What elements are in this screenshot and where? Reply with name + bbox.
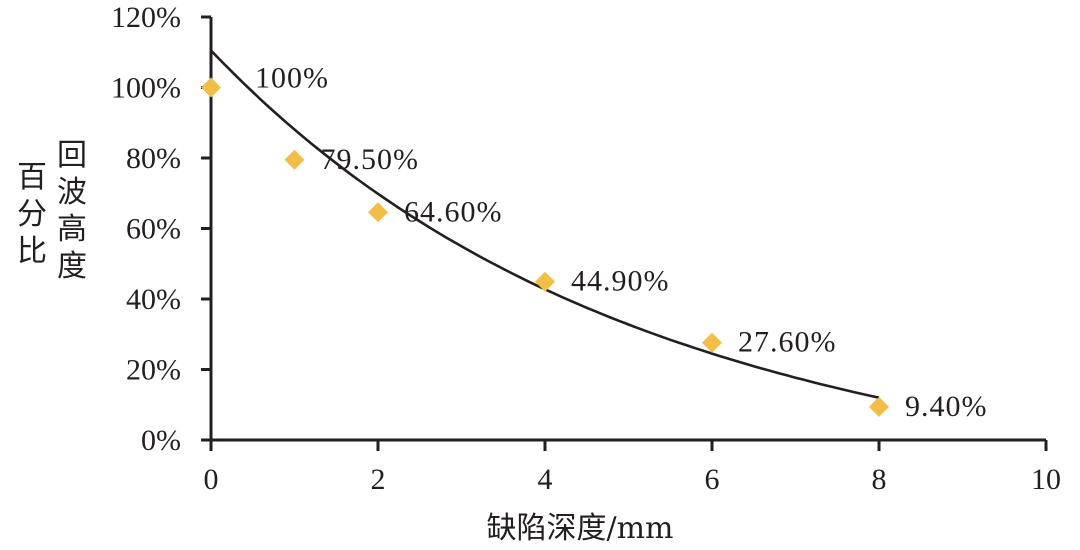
y-tick-label: 0% bbox=[141, 424, 181, 457]
data-point-diamond bbox=[368, 202, 388, 223]
x-tick-label: 8 bbox=[872, 463, 887, 496]
x-tick-label: 10 bbox=[1031, 463, 1061, 496]
y-tick-label: 60% bbox=[126, 213, 181, 246]
x-tick-label: 2 bbox=[371, 463, 386, 496]
y-tick-label: 20% bbox=[126, 354, 181, 387]
x-tick-label: 4 bbox=[538, 463, 553, 496]
data-label: 100% bbox=[255, 62, 329, 95]
x-tick-label: 6 bbox=[705, 463, 720, 496]
y-tick-label: 80% bbox=[126, 142, 181, 175]
y-axis: 0% 20% 40% 60% 80% 100% 120% bbox=[111, 1, 213, 457]
data-label: 27.60% bbox=[738, 326, 837, 359]
y-axis-title-char: 百 bbox=[17, 160, 47, 195]
data-point-diamond bbox=[535, 271, 555, 292]
y-tick-label: 120% bbox=[111, 1, 181, 34]
data-point-diamond bbox=[201, 77, 221, 98]
x-axis-title: 缺陷深度/mm bbox=[486, 511, 673, 546]
data-label: 9.40% bbox=[905, 390, 988, 423]
y-axis-title-char: 回 bbox=[57, 138, 87, 173]
data-label: 79.50% bbox=[321, 143, 420, 176]
x-tick-label: 0 bbox=[204, 463, 219, 496]
y-tick-label: 100% bbox=[111, 72, 181, 105]
y-axis-title-char: 度 bbox=[57, 249, 87, 284]
y-axis-title-char: 分 bbox=[17, 197, 47, 232]
data-point-diamond bbox=[869, 396, 889, 417]
data-labels: 100% 79.50% 64.60% 44.90% 27.60% 9.40% bbox=[255, 62, 988, 423]
y-axis-title-char: 高 bbox=[57, 212, 87, 247]
data-point-diamond bbox=[702, 332, 722, 353]
y-axis-title-char: 波 bbox=[57, 175, 87, 210]
y-axis-title-char: 比 bbox=[17, 234, 47, 269]
data-label: 44.90% bbox=[571, 265, 670, 298]
y-tick-label: 40% bbox=[126, 283, 181, 316]
data-points bbox=[201, 77, 889, 417]
data-label: 64.60% bbox=[404, 195, 503, 228]
x-axis: 0 2 4 6 8 10 bbox=[201, 438, 1061, 496]
data-point-diamond bbox=[284, 149, 305, 170]
